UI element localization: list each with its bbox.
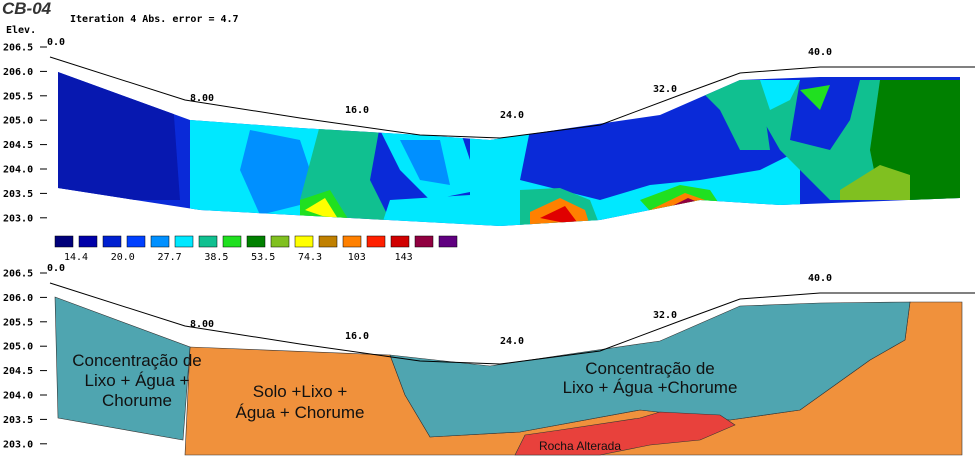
x-tick-label: 8.00 <box>190 93 214 104</box>
zone-label: Chorume <box>102 391 172 410</box>
scale-label: 27.7 <box>158 252 182 263</box>
zone-label: Lixo + Água +Chorume <box>563 378 738 397</box>
y-tick-label: 204.0 <box>3 391 33 402</box>
x-tick-label: 24.0 <box>500 336 524 347</box>
y-tick-label: 203.5 <box>3 415 33 426</box>
x-tick-label: 24.0 <box>500 110 524 121</box>
x-tick-label: 16.0 <box>345 331 369 342</box>
topography-line <box>49 282 975 365</box>
scale-label: 38.5 <box>204 252 228 263</box>
title: CB-04 <box>2 0 52 18</box>
x-tick-label: 8.00 <box>190 319 214 330</box>
x-tick-label: 32.0 <box>653 84 677 95</box>
scale-label: 74.3 <box>298 252 322 263</box>
color-scale <box>54 235 458 248</box>
y-tick-label: 203.0 <box>3 213 33 224</box>
scale-label: 103 <box>348 252 366 263</box>
y-tick-label: 204.0 <box>3 165 33 176</box>
y-tick-label: 206.5 <box>3 269 33 280</box>
y-tick-label: 206.0 <box>3 67 33 78</box>
y-tick-label: 205.5 <box>3 317 33 328</box>
y-tick-label: 206.0 <box>3 293 33 304</box>
interpretation-section <box>54 296 963 456</box>
y-tick-label: 205.5 <box>3 91 33 102</box>
x-tick-label: 16.0 <box>345 105 369 116</box>
x-tick-label: 0.0 <box>47 263 65 274</box>
y-tick-label: 204.5 <box>3 366 33 377</box>
scale-label: 14.4 <box>64 252 88 263</box>
zone-label: Rocha Alterada <box>539 439 621 453</box>
resistivity-section <box>58 72 960 226</box>
x-tick-label: 32.0 <box>653 310 677 321</box>
y-tick-label: 206.5 <box>3 43 33 54</box>
scale-label: 143 <box>395 252 413 263</box>
x-tick-label: 40.0 <box>808 47 832 58</box>
y-tick-label: 203.0 <box>3 439 33 450</box>
y-tick-label: 203.5 <box>3 189 33 200</box>
zone-label: Lixo + Água + <box>85 371 190 390</box>
x-tick-label: 0.0 <box>47 37 65 48</box>
y-axis-label: Elev. <box>6 25 36 36</box>
subtitle: Iteration 4 Abs. error = 4.7 <box>70 13 239 25</box>
scale-label: 20.0 <box>111 252 135 263</box>
y-tick-label: 204.5 <box>3 140 33 151</box>
zone-label: Solo +Lixo + <box>253 382 348 401</box>
x-tick-label: 40.0 <box>808 273 832 284</box>
y-tick-label: 205.0 <box>3 116 33 127</box>
scale-label: 53.5 <box>251 252 275 263</box>
zone-label: Concentração de <box>72 351 201 370</box>
topography-line <box>49 56 975 139</box>
zone-label: Água + Chorume <box>236 403 365 422</box>
zone-label: Concentração de <box>585 359 714 378</box>
y-tick-label: 205.0 <box>3 342 33 353</box>
